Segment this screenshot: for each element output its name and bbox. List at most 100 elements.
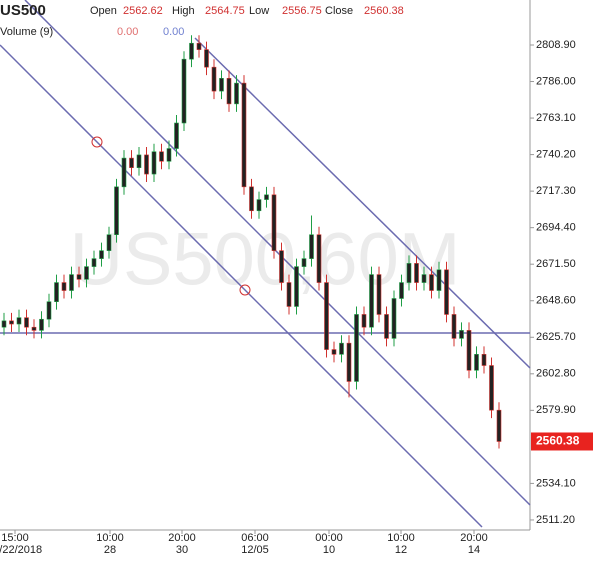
candle-body — [354, 314, 359, 382]
candle-body — [181, 58, 187, 124]
candle-body — [474, 354, 479, 371]
candle-body — [256, 199, 262, 212]
candle-body — [451, 314, 457, 339]
candle-body — [481, 354, 487, 366]
x-tick-label: 15:00 — [1, 532, 29, 544]
candle-body — [421, 274, 427, 283]
candle-body — [466, 330, 472, 371]
candle-body — [339, 342, 344, 355]
candle-body — [406, 263, 412, 283]
y-tick-label: 2763.10 — [536, 112, 576, 124]
trend-line — [24, 0, 531, 506]
candle-body — [324, 282, 329, 350]
candle-body — [399, 282, 404, 299]
candle-body — [376, 274, 382, 315]
volume-value: 0.00 — [163, 26, 184, 38]
candle-body — [24, 317, 29, 328]
trend-line — [0, 44, 483, 528]
x-tick-label: 30 — [176, 544, 188, 556]
symbol: US500 — [0, 2, 46, 19]
watermark: US500,60M — [70, 218, 461, 301]
candle-body — [331, 349, 337, 355]
candle-body — [489, 365, 494, 411]
candle-body — [249, 186, 254, 212]
last-price-label: 2560.38 — [536, 434, 580, 448]
candle-body — [286, 282, 292, 307]
candle-body — [316, 234, 322, 283]
x-tick-label: 12/05 — [241, 544, 269, 556]
candle-body — [271, 194, 277, 251]
candle-body — [219, 78, 224, 92]
candle-body — [294, 266, 299, 307]
header-value: 2556.75 — [282, 5, 322, 17]
candles — [1, 35, 502, 449]
anchor-point — [91, 136, 103, 148]
candle-body — [136, 154, 142, 168]
candle-body — [369, 274, 374, 328]
y-tick-label: 2534.10 — [536, 477, 576, 489]
x-tick-label: 20:00 — [460, 532, 488, 544]
candle-body — [31, 326, 37, 331]
drawings — [0, 0, 531, 528]
volume-value: 0.00 — [117, 26, 138, 38]
header-value: 2562.62 — [123, 5, 163, 17]
candle-body — [106, 234, 112, 251]
x-tick-label: 00:00 — [315, 532, 343, 544]
candle-body — [144, 154, 149, 175]
candle-body — [174, 122, 179, 149]
candle-body — [76, 274, 82, 280]
candle-body — [226, 78, 232, 105]
candle-body — [159, 151, 164, 162]
candle-body — [39, 318, 44, 331]
y-tick-label: 2740.20 — [536, 149, 576, 161]
header-label: High — [172, 5, 195, 17]
candle-body — [414, 263, 419, 283]
candle-body — [129, 157, 134, 168]
candle-body — [16, 317, 22, 325]
candle-body — [189, 42, 194, 60]
x-tick-label: 10:00 — [96, 532, 124, 544]
y-tick-label: 2786.00 — [536, 75, 576, 87]
candle-body — [444, 269, 449, 315]
candle-body — [84, 266, 89, 280]
candle-body — [166, 148, 172, 162]
candle-body — [204, 49, 209, 68]
header-label: Low — [249, 5, 269, 17]
x-tick-label: 14 — [468, 544, 480, 556]
anchor-point — [239, 284, 251, 296]
candle-body — [121, 157, 127, 188]
y-tick-label: 2808.90 — [536, 39, 576, 51]
y-tick-label: 2511.20 — [536, 514, 575, 526]
candle-body — [99, 250, 104, 259]
candle-body — [309, 234, 314, 259]
y-tick-label: 2648.60 — [536, 295, 576, 307]
header-label: Open — [90, 5, 117, 17]
candle-body — [429, 274, 434, 291]
x-tick-label: 20:00 — [168, 532, 196, 544]
candle-body — [361, 314, 367, 328]
candle-body — [264, 194, 269, 200]
trend-line — [194, 37, 531, 369]
candle-body — [69, 274, 74, 291]
header-value: 2564.75 — [205, 5, 245, 17]
candle-body — [241, 82, 247, 188]
candle-body — [151, 151, 157, 175]
x-tick-label: 28 — [104, 544, 116, 556]
candle-body — [91, 258, 97, 267]
candle-body — [211, 66, 217, 92]
header-label: Close — [325, 5, 353, 17]
x-tick-label: 12 — [395, 544, 407, 556]
candle-body — [301, 258, 307, 267]
x-tick-label: 11/22/2018 — [0, 544, 42, 556]
x-tick-label: 10 — [323, 544, 335, 556]
last-price-box — [531, 432, 593, 451]
candle-body — [1, 320, 7, 328]
candle-body — [496, 409, 502, 442]
candle-body — [61, 282, 67, 291]
x-tick-label: 06:00 — [241, 532, 269, 544]
y-tick-label: 2694.40 — [536, 222, 576, 234]
candle-body — [279, 250, 284, 283]
candle-body — [384, 314, 389, 339]
